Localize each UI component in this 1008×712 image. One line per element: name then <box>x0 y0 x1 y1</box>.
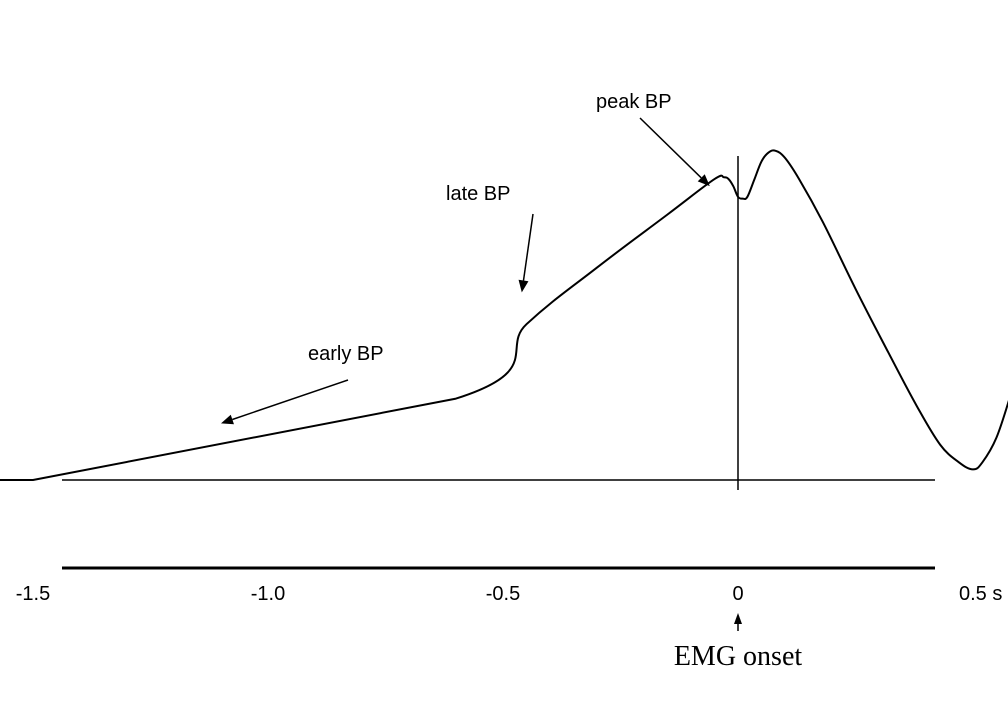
annotation-arrow <box>522 213 534 281</box>
annotation-arrow-head <box>221 414 234 425</box>
tick-label-layer: -1.5 -1.0 -0.5 0 0.5 s <box>16 583 1003 605</box>
x-tick-label: -1.5 <box>16 583 50 605</box>
x-tick-label: -0.5 <box>486 583 520 605</box>
annotation-label: late BP <box>446 183 510 205</box>
emg-onset-label: EMG onset <box>674 641 803 672</box>
annotation-arrow <box>232 379 349 421</box>
onset-arrow-head <box>734 613 742 624</box>
annotation-layer: early BP late BP peak BP <box>221 91 710 425</box>
onset-marker: EMG onset <box>674 613 803 672</box>
x-tick-label: 0.5 s <box>959 583 1002 605</box>
annotation-arrow-head <box>518 279 529 293</box>
x-tick-label: -1.0 <box>251 583 285 605</box>
annotation-arrow-head <box>697 174 710 187</box>
annotation-label: peak BP <box>596 91 672 113</box>
x-tick-label: 0 <box>732 583 743 605</box>
axis-layer <box>62 156 935 570</box>
annotation-label: early BP <box>308 343 384 365</box>
bp-waveform-line <box>0 149 1008 481</box>
annotation-arrow <box>639 117 702 179</box>
